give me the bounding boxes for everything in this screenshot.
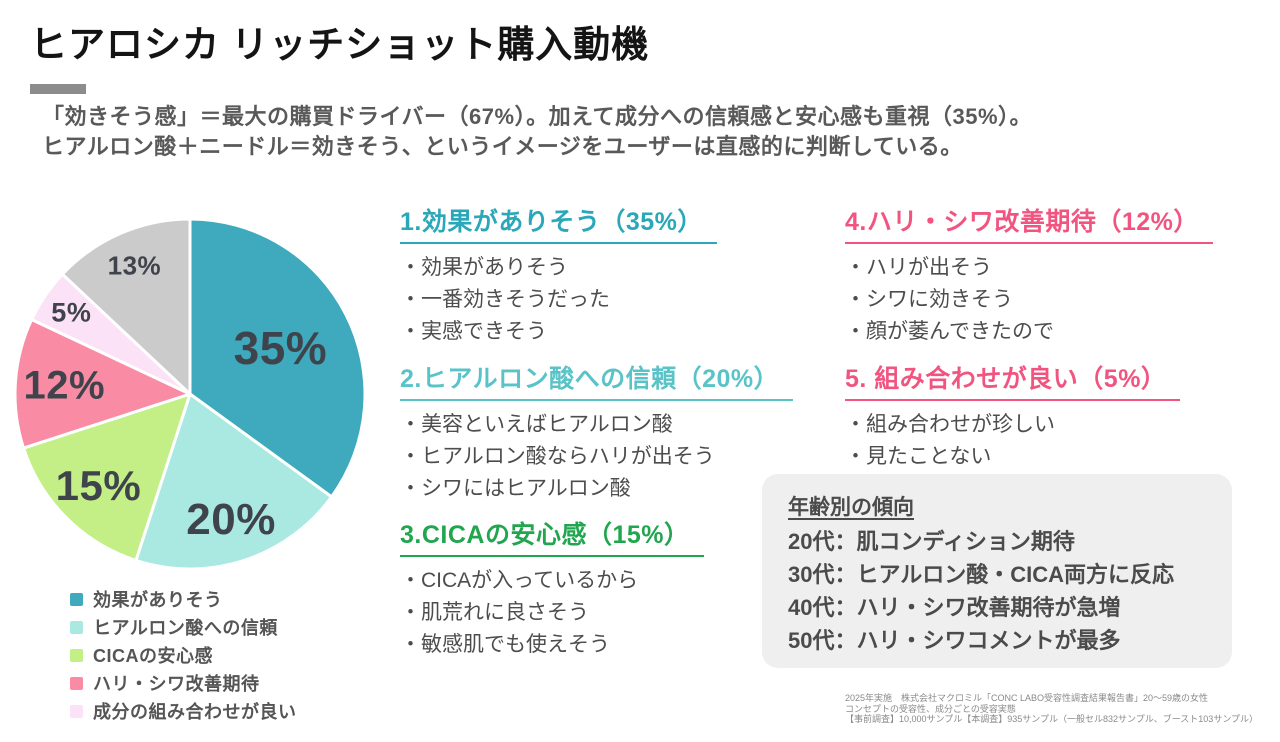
bullet-item: ・効果がありそう [400,256,568,279]
footnote-line: 2025年実施 株式会社マクロミル「CONC LABO受容性調査結果報告書」20… [845,693,1209,703]
pie-chart-svg [13,217,367,571]
footnote: 2025年実施 株式会社マクロミル「CONC LABO受容性調査結果報告書」20… [845,693,1258,725]
motive-section-1: 1.効果がありそう（35%） ・効果がありそう・一番効きそうだった ・実感できそう [400,202,830,348]
age-trends-box: 年齢別の傾向 20代：肌コンディション期待 30代：ヒアルロン酸・CICA両方に反… [762,474,1232,668]
legend-item: 成分の組み合わせが良い [70,697,297,725]
pie-slice-label: 12% [23,363,106,408]
legend-item-label: 効果がありそう [93,590,223,610]
age-trends-heading: 年齢別の傾向 [788,496,914,519]
bullet-item: ・敏感肌でも使えそう [400,633,610,656]
bullet-item: ・組み合わせが珍しい [845,413,1055,436]
summary-line-2: ヒアルロン酸＋ニードル＝効きそう、というイメージをユーザーは直感的に判断している… [42,134,963,159]
legend-item-label: 成分の組み合わせが良い [93,702,297,722]
legend-item: CICAの安心感 [70,641,297,669]
summary-text: 「効きそう感」＝最大の購買ドライバー（67%）。加えて成分への信頼感と安心感も重… [42,102,1032,162]
motive-section-5: 5. 組み合わせが良い（5%） ・組み合わせが珍しい ・見たことない [845,359,1275,473]
legend-item: ヒアルロン酸への信頼 [70,613,297,641]
bullet-item: ・シワにはヒアルロン酸 [400,477,631,500]
pie-slice-label: 35% [233,321,328,374]
section-heading: 4.ハリ・シワ改善期待（12%） [845,202,1213,244]
footnote-line: コンセプトの受容性、成分ごとの受容実態 [845,703,1016,714]
legend-item: ハリ・シワ改善期待 [70,669,297,697]
summary-line-1: 「効きそう感」＝最大の購買ドライバー（67%）。加えて成分への信頼感と安心感も重… [42,104,1033,129]
age-trend-row: 30代：ヒアルロン酸・CICA両方に反応 [788,562,1175,587]
legend-item: 効果がありそう [70,585,297,613]
legend-item-label: ヒアルロン酸への信頼 [93,618,278,638]
pie-slice-label: 20% [186,495,276,545]
bullet-list: ・CICAが入っているから ・肌荒れに良さそう ・敏感肌でも使えそう [400,565,830,661]
pie-slice [60,217,192,396]
legend-color-swatch [70,704,83,718]
section-heading: 3.CICAの安心感（15%） [400,515,704,557]
age-trends-rows: 20代：肌コンディション期待 30代：ヒアルロン酸・CICA両方に反応 40代：ハリ… [788,525,1206,657]
pie-chart: 35% 20% 15% 12% 5% 13% [12,216,368,572]
motive-section-2: 2.ヒアルロン酸への信頼（20%） ・美容といえばヒアルロン酸・ヒアルロン酸なら… [400,359,830,505]
bullet-list: ・美容といえばヒアルロン酸・ヒアルロン酸ならハリが出そう ・シワにはヒアルロン酸 [400,409,830,505]
legend-color-swatch [70,648,83,662]
footnote-line: 【事前調査】10,000サンプル【本調査】935サンプル（一般セル832サンプル… [845,714,1259,724]
bullet-item: ・ハリが出そう [845,256,992,279]
bullet-item: ・実感できそう [400,320,547,343]
pie-slice-label: 13% [107,250,162,280]
bullet-item: ・一番効きそうだった [400,288,610,311]
pie-slice-label: 15% [55,461,142,509]
pie-slice [13,317,192,450]
page-title: ヒアロシカ リッチショット購入動機 [30,24,650,65]
bullet-item: ・見たことない [845,445,992,468]
bullet-item: ・顔が萎んできたので [845,320,1054,343]
bullet-list: ・組み合わせが珍しい ・見たことない [845,409,1275,473]
pie-slice-label: 5% [51,297,92,328]
legend-color-swatch [70,676,83,690]
section-heading: 2.ヒアルロン酸への信頼（20%） [400,359,794,401]
bullet-list: ・効果がありそう・一番効きそうだった ・実感できそう [400,252,830,348]
bullet-list: ・ハリが出そう ・シワに効きそう・顔が萎んできたので [845,252,1275,348]
age-trend-row: 40代：ハリ・シワ改善期待が急増 [788,595,1121,620]
legend-item-label: ハリ・シワ改善期待 [93,674,260,694]
bullet-item: ・ヒアルロン酸ならハリが出そう [400,445,715,468]
legend-color-swatch [70,592,83,606]
bullet-item: ・美容といえばヒアルロン酸 [400,413,673,436]
age-trend-row: 50代：ハリ・シワコメントが最多 [788,628,1121,653]
title-accent-bar [30,84,86,94]
bullet-item: ・肌荒れに良さそう [400,601,589,624]
pie-slice [134,392,334,571]
pie-slice [188,217,367,499]
motive-section-3: 3.CICAの安心感（15%） ・CICAが入っているから ・肌荒れに良さそう ・敏… [400,515,830,661]
legend-item-label: CICAの安心感 [93,646,213,666]
section-heading: 5. 組み合わせが良い（5%） [845,359,1181,401]
bullet-item: ・シワに効きそう [845,288,1013,311]
section-heading: 1.効果がありそう（35%） [400,202,717,244]
bullet-item: ・CICAが入っているから [400,569,639,592]
age-trend-row: 20代：肌コンディション期待 [788,529,1075,554]
pie-legend: 効果がありそうヒアルロン酸への信頼 CICAの安心感ハリ・シワ改善期待成分の組み合… [70,585,297,725]
legend-color-swatch [70,620,83,634]
motive-section-4: 4.ハリ・シワ改善期待（12%） ・ハリが出そう ・シワに効きそう・顔が萎んできた… [845,202,1275,348]
